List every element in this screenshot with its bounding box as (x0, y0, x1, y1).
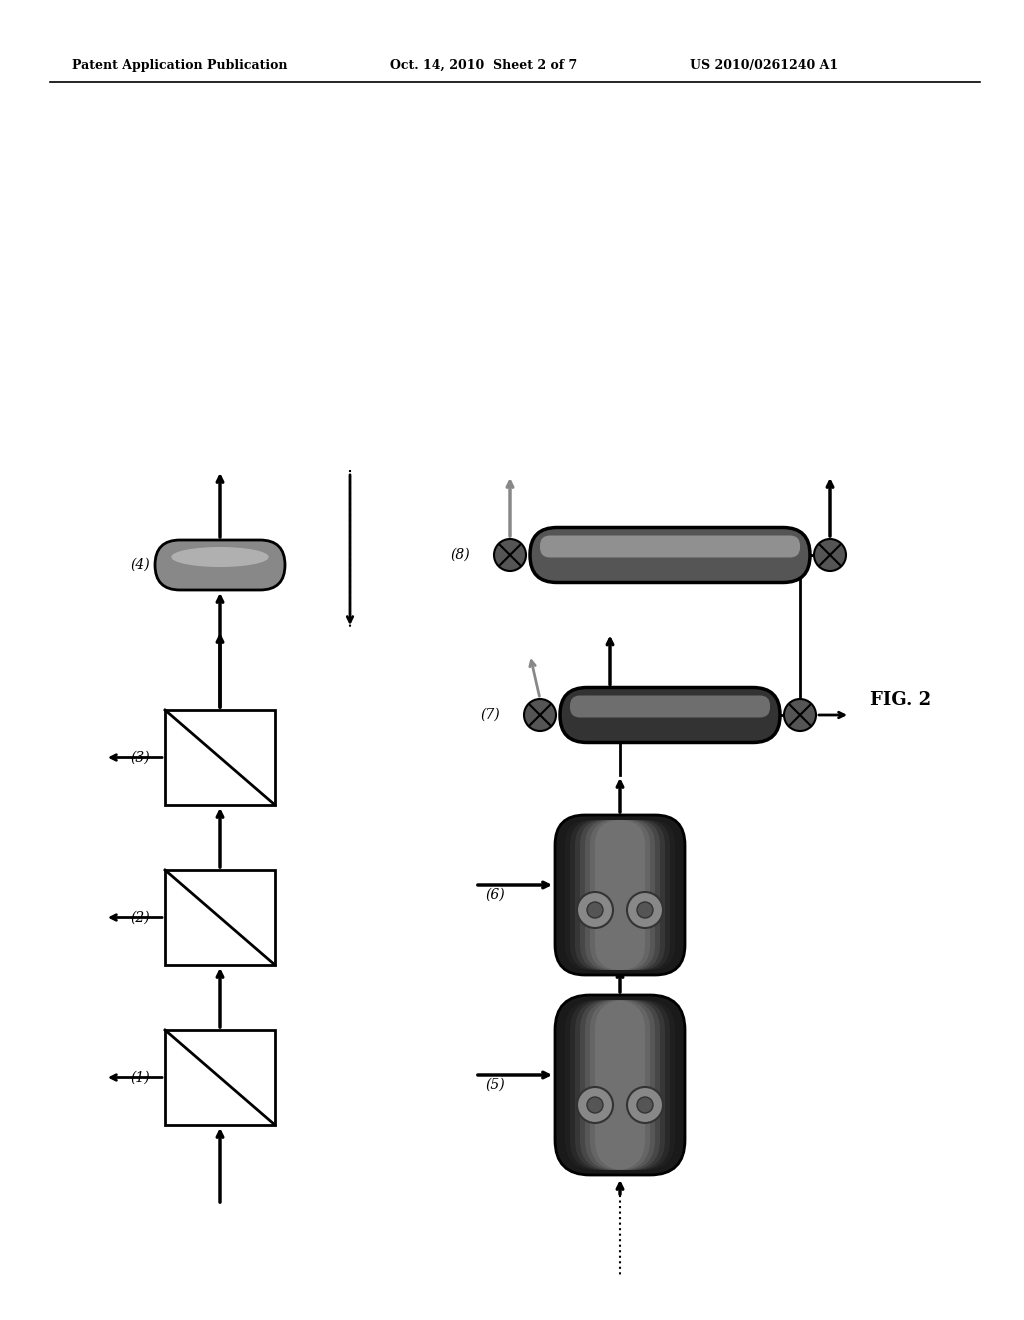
FancyBboxPatch shape (575, 1001, 665, 1170)
Text: (1): (1) (130, 1071, 150, 1085)
FancyBboxPatch shape (590, 1001, 650, 1170)
FancyBboxPatch shape (540, 536, 800, 557)
Text: FIG. 2: FIG. 2 (870, 690, 931, 709)
Circle shape (637, 1097, 653, 1113)
Text: (5): (5) (485, 1078, 505, 1092)
FancyBboxPatch shape (580, 1001, 660, 1170)
FancyBboxPatch shape (560, 688, 780, 742)
FancyBboxPatch shape (165, 1030, 275, 1125)
Text: Patent Application Publication: Patent Application Publication (72, 58, 288, 71)
Circle shape (814, 539, 846, 572)
Circle shape (784, 700, 816, 731)
Circle shape (577, 892, 613, 928)
Circle shape (494, 539, 526, 572)
FancyBboxPatch shape (530, 528, 810, 582)
FancyBboxPatch shape (555, 814, 685, 975)
FancyBboxPatch shape (165, 870, 275, 965)
FancyBboxPatch shape (155, 540, 285, 590)
FancyBboxPatch shape (570, 1001, 670, 1170)
FancyBboxPatch shape (595, 820, 645, 970)
FancyBboxPatch shape (585, 820, 655, 970)
Text: (4): (4) (130, 558, 150, 572)
Text: (7): (7) (480, 708, 500, 722)
FancyBboxPatch shape (585, 1001, 655, 1170)
FancyBboxPatch shape (555, 995, 685, 1175)
Circle shape (637, 902, 653, 917)
Circle shape (577, 1086, 613, 1123)
FancyBboxPatch shape (590, 820, 650, 970)
Text: Oct. 14, 2010  Sheet 2 of 7: Oct. 14, 2010 Sheet 2 of 7 (390, 58, 578, 71)
FancyBboxPatch shape (580, 820, 660, 970)
FancyBboxPatch shape (570, 696, 770, 718)
FancyBboxPatch shape (575, 820, 665, 970)
Circle shape (587, 1097, 603, 1113)
Text: US 2010/0261240 A1: US 2010/0261240 A1 (690, 58, 838, 71)
FancyBboxPatch shape (570, 820, 670, 970)
Text: (6): (6) (485, 888, 505, 902)
Circle shape (524, 700, 556, 731)
Circle shape (627, 1086, 663, 1123)
Circle shape (627, 892, 663, 928)
Circle shape (587, 902, 603, 917)
Text: (8): (8) (450, 548, 470, 562)
Ellipse shape (171, 546, 268, 568)
FancyBboxPatch shape (595, 1001, 645, 1170)
Text: (3): (3) (130, 751, 150, 764)
FancyBboxPatch shape (165, 710, 275, 805)
Text: (2): (2) (130, 911, 150, 924)
